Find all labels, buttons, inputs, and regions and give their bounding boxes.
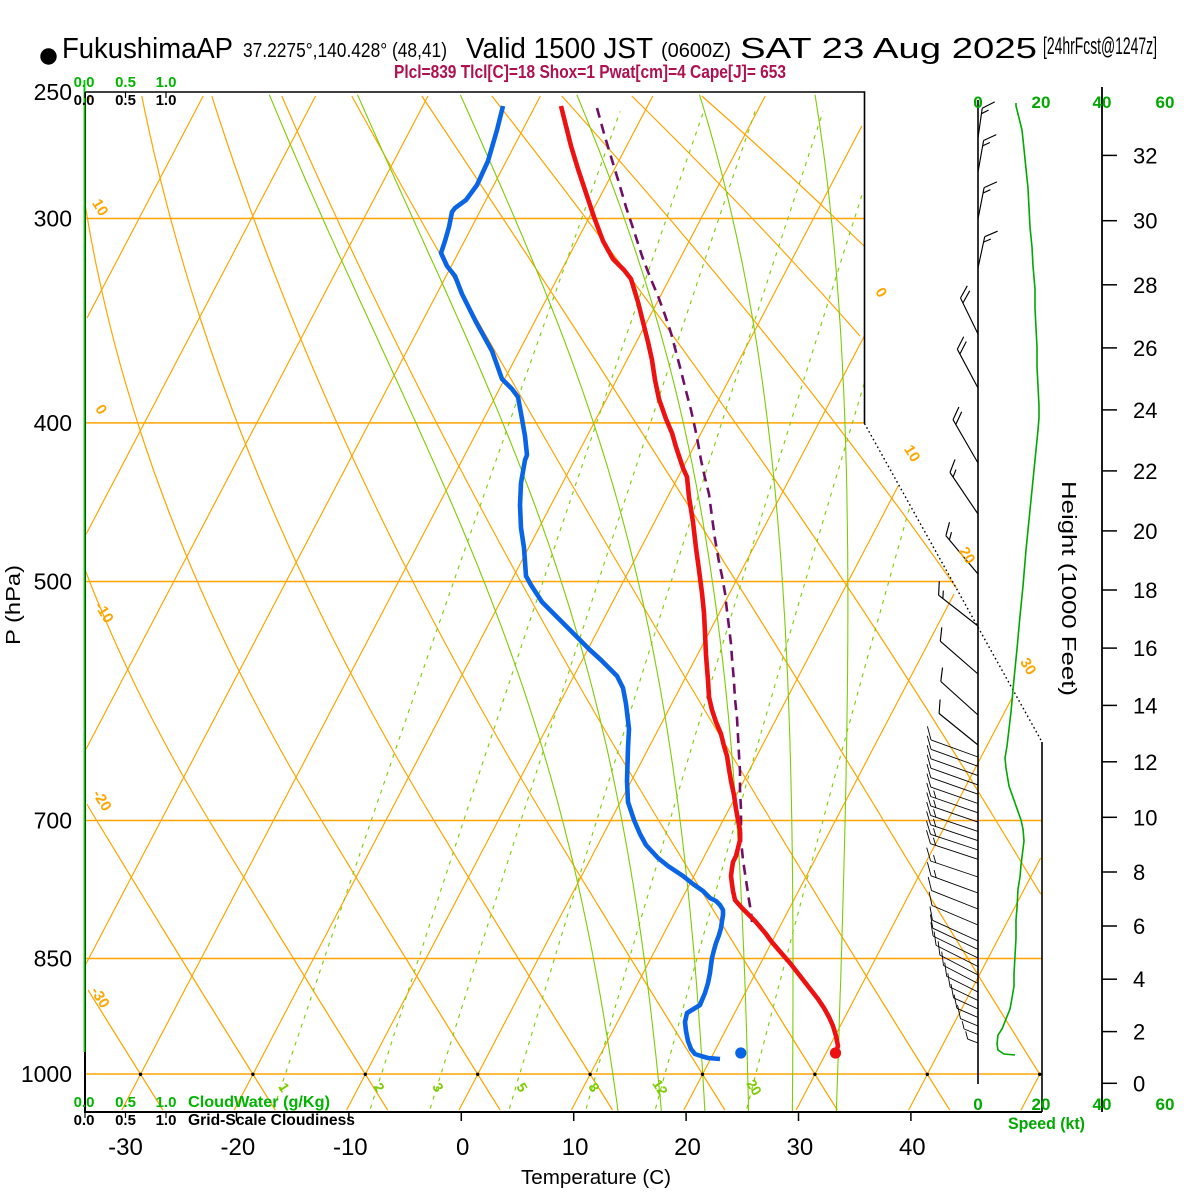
svg-text:60: 60 [1156, 93, 1175, 112]
svg-text:37.2275°,140.428° (48,41): 37.2275°,140.428° (48,41) [243, 40, 447, 62]
svg-text:0: 0 [456, 1134, 469, 1161]
svg-text:FukushimaAP: FukushimaAP [62, 33, 233, 65]
svg-text:850: 850 [34, 945, 72, 971]
svg-text:30: 30 [1016, 655, 1039, 678]
svg-text:0.0: 0.0 [74, 1112, 95, 1129]
svg-text:16: 16 [1133, 636, 1157, 661]
svg-text:0.5: 0.5 [115, 74, 136, 91]
svg-text:40: 40 [1093, 93, 1112, 112]
svg-text:250: 250 [34, 79, 72, 105]
svg-text:12: 12 [1133, 750, 1157, 775]
svg-text:Speed (kt): Speed (kt) [1008, 1114, 1085, 1133]
svg-text:[24hrFcst@1247z]: [24hrFcst@1247z] [1043, 33, 1157, 60]
svg-text:0: 0 [973, 93, 982, 112]
svg-text:1.0: 1.0 [156, 1112, 177, 1129]
svg-text:24: 24 [1133, 398, 1157, 423]
svg-text:20: 20 [743, 1077, 765, 1099]
svg-text:20: 20 [1032, 1095, 1051, 1114]
svg-text:-10: -10 [333, 1134, 368, 1161]
svg-text:-20: -20 [221, 1134, 256, 1161]
svg-text:0.5: 0.5 [115, 1112, 136, 1129]
svg-text:Plcl=839 Tlcl[C]=18 Shox=1 Pwa: Plcl=839 Tlcl[C]=18 Shox=1 Pwat[cm]=4 Ca… [394, 62, 786, 82]
svg-text:30: 30 [787, 1134, 814, 1161]
svg-text:1000: 1000 [21, 1061, 72, 1087]
svg-text:6: 6 [1133, 914, 1145, 939]
svg-text:60: 60 [1156, 1095, 1175, 1114]
svg-text:0: 0 [973, 1095, 982, 1114]
svg-text:Grid-Scale Cloudiness: Grid-Scale Cloudiness [188, 1112, 355, 1129]
svg-text:10: 10 [900, 442, 923, 465]
svg-text:8: 8 [1133, 860, 1145, 885]
svg-text:-30: -30 [108, 1134, 143, 1161]
svg-text:300: 300 [34, 206, 72, 232]
svg-text:14: 14 [1133, 693, 1157, 718]
svg-text:0.0: 0.0 [74, 1094, 95, 1111]
svg-text:700: 700 [34, 808, 72, 834]
svg-text:P (hPa): P (hPa) [3, 565, 25, 645]
svg-text:1.0: 1.0 [156, 1094, 177, 1111]
svg-text:1.0: 1.0 [156, 92, 177, 109]
svg-text:40: 40 [1093, 1095, 1112, 1114]
svg-text:4: 4 [1133, 967, 1145, 992]
svg-text:30: 30 [1133, 209, 1157, 234]
svg-text:SAT 23 Aug 2025: SAT 23 Aug 2025 [740, 33, 1037, 65]
svg-text:1.0: 1.0 [156, 74, 177, 91]
svg-text:10: 10 [562, 1134, 589, 1161]
svg-text:500: 500 [34, 568, 72, 594]
svg-text:0.0: 0.0 [74, 74, 95, 91]
svg-text:40: 40 [899, 1134, 926, 1161]
svg-text:0.5: 0.5 [115, 92, 136, 109]
svg-text:22: 22 [1133, 459, 1157, 484]
svg-text:CloudWater (g/Kg): CloudWater (g/Kg) [188, 1094, 330, 1111]
svg-text:20: 20 [955, 544, 978, 567]
svg-text:2: 2 [1133, 1020, 1145, 1045]
svg-text:32: 32 [1133, 143, 1157, 168]
svg-text:0.0: 0.0 [74, 92, 95, 109]
svg-text:20: 20 [674, 1134, 701, 1161]
svg-text:26: 26 [1133, 336, 1157, 361]
svg-text:Valid 1500 JST: Valid 1500 JST [466, 33, 653, 65]
svg-text:20: 20 [1032, 93, 1051, 112]
svg-text:18: 18 [1133, 578, 1157, 603]
svg-text:20: 20 [1133, 519, 1157, 544]
svg-text:Height (1000 Feet): Height (1000 Feet) [1057, 481, 1079, 696]
svg-text:400: 400 [34, 410, 72, 436]
svg-text:12: 12 [649, 1077, 671, 1099]
svg-text:0: 0 [1133, 1071, 1145, 1096]
svg-text:0.5: 0.5 [115, 1094, 136, 1111]
svg-text:28: 28 [1133, 273, 1157, 298]
svg-text:Temperature (C): Temperature (C) [521, 1167, 671, 1189]
svg-text:10: 10 [88, 196, 111, 219]
svg-text:10: 10 [1133, 805, 1157, 830]
svg-text:(0600Z): (0600Z) [661, 40, 731, 62]
